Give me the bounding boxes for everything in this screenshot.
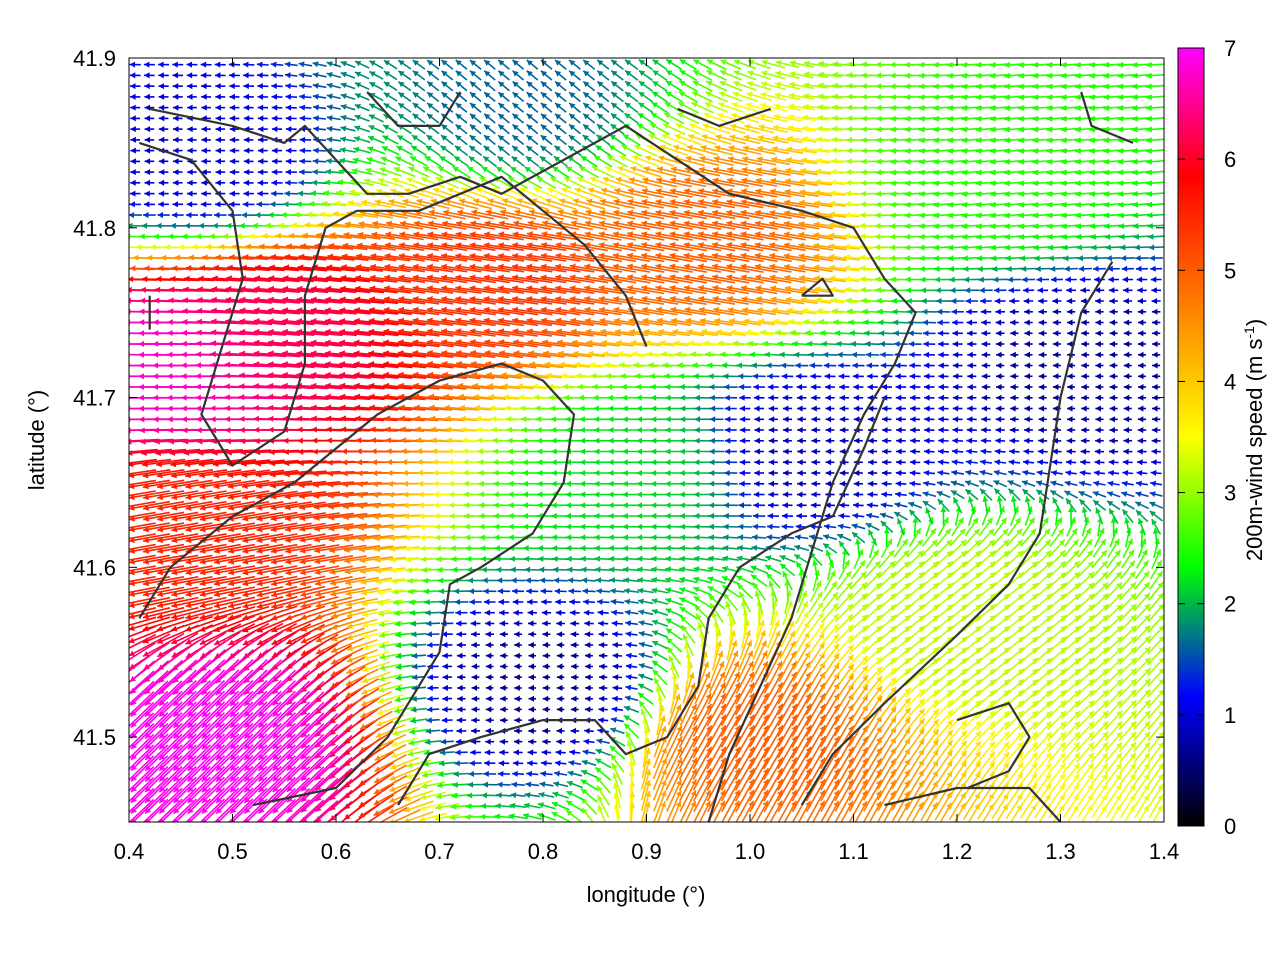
wind-vector-chart: 0.40.50.60.70.80.91.01.11.21.31.4 41.541… [0, 0, 1280, 960]
chart-svg: 0.40.50.60.70.80.91.01.11.21.31.4 41.541… [0, 0, 1280, 960]
